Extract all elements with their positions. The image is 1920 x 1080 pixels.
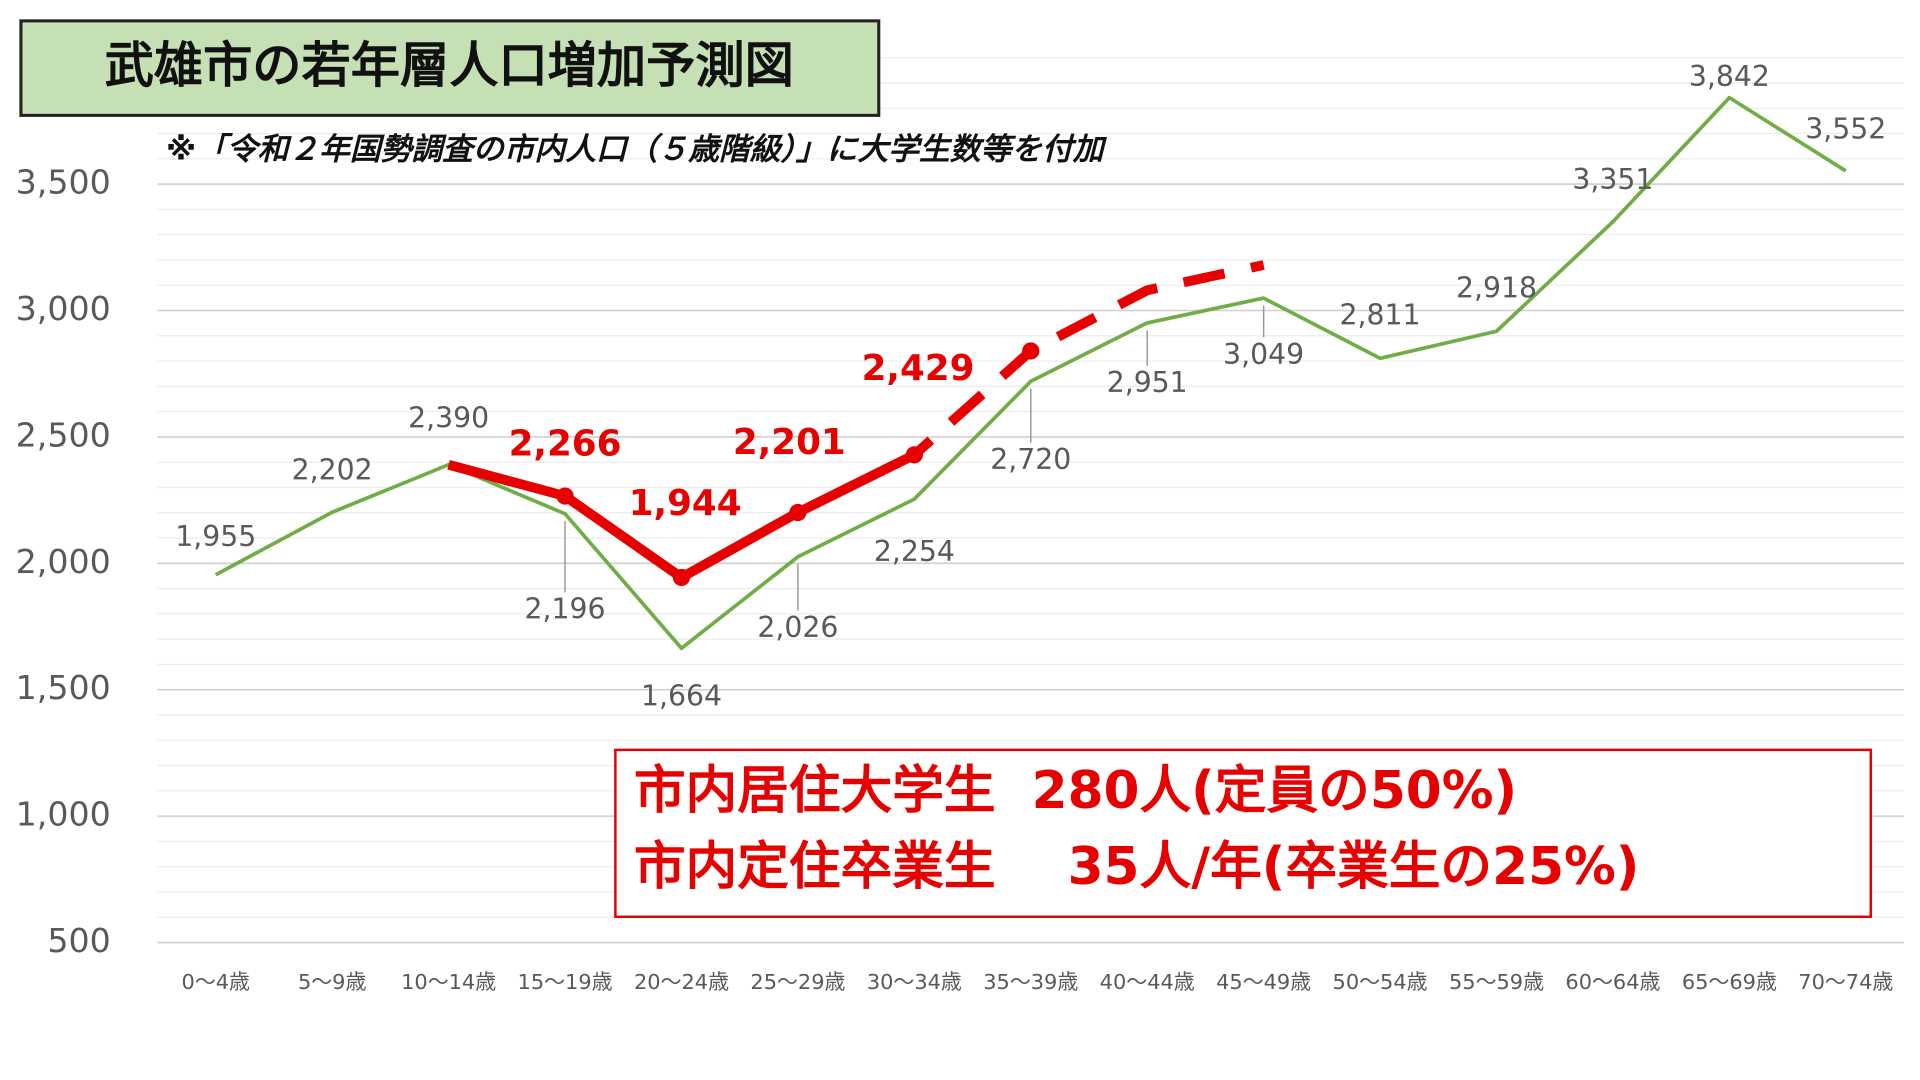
data-label: 2,951 — [1107, 366, 1188, 399]
data-label: 2,918 — [1456, 272, 1537, 305]
data-label: 2,202 — [292, 454, 373, 487]
x-tick-label: 40～44歳 — [1100, 970, 1195, 994]
point — [672, 568, 691, 587]
y-tick-label: 1,500 — [16, 668, 111, 707]
x-tick-label: 70～74歳 — [1798, 970, 1893, 994]
point — [1022, 342, 1040, 360]
x-tick-label: 60～64歳 — [1565, 970, 1660, 994]
data-label: 2,720 — [990, 443, 1071, 476]
data-label: 3,552 — [1805, 112, 1886, 145]
annotation-box — [614, 748, 1872, 918]
data-label: 1,944 — [629, 483, 742, 524]
line — [214, 95, 1847, 651]
data-label: 2,026 — [757, 611, 838, 644]
chart-title: 武雄市の若年層人口増加予測図 — [105, 36, 794, 94]
data-label: 2,196 — [525, 593, 606, 626]
y-tick-label: 2,000 — [16, 542, 111, 581]
data-label: 2,201 — [733, 422, 846, 463]
subtitle: ※「令和２年国勢調査の市内人口（５歳階級）」に大学生数等を付加 — [166, 131, 1108, 167]
x-tick-label: 55～59歳 — [1449, 970, 1544, 994]
annotation: 市内定住卒業生 35人/年(卒業生の25%) — [634, 837, 1640, 897]
data-label: 2,254 — [874, 535, 955, 568]
data-label: 1,664 — [641, 679, 722, 712]
data-label: 2,390 — [408, 401, 489, 434]
point — [556, 487, 574, 505]
y-tick-label: 3,500 — [16, 163, 111, 202]
title-box — [19, 19, 881, 117]
data-label: 2,811 — [1340, 299, 1421, 332]
data-label: 2,266 — [509, 424, 622, 465]
data-label: 3,351 — [1572, 163, 1653, 196]
x-tick-label: 35～39歳 — [983, 970, 1078, 994]
x-tick-label: 45～49歳 — [1216, 970, 1311, 994]
x-tick-label: 10～14歳 — [401, 970, 496, 994]
point — [905, 446, 923, 464]
x-tick-label: 25～29歳 — [750, 970, 845, 994]
data-label: 3,049 — [1223, 338, 1304, 371]
grid: 500 1,000 1,500 2,000 2,500 3,000 3,500 0～4歳 5～9… — [16, 57, 1904, 994]
x-tick-label: 5～9歳 — [298, 970, 367, 994]
x-tick-label: 50～54歳 — [1333, 970, 1428, 994]
y-tick-label: 500 — [47, 921, 110, 960]
dashed-line — [911, 260, 1265, 459]
annotation: 市内居住大学生 280人(定員の50%) — [634, 761, 1517, 821]
y-tick-label: 3,000 — [16, 289, 111, 328]
x-tick-label: 30～34歳 — [867, 970, 962, 994]
data-label: 1,955 — [175, 520, 256, 553]
data-label: 3,842 — [1689, 60, 1770, 93]
plot: 1,955 2,202 2,390 2,196 1,664 2,026 2,254 2,720… — [175, 60, 1886, 712]
data-label: 2,429 — [862, 348, 975, 389]
y-tick-label: 1,000 — [16, 795, 111, 834]
y-tick-label: 2,500 — [16, 415, 111, 454]
x-tick-label: 20～24歳 — [634, 970, 729, 994]
x-tick-label: 0～4歳 — [182, 970, 251, 994]
x-tick-label: 65～69歳 — [1682, 970, 1777, 994]
x-tick-label: 15～19歳 — [518, 970, 613, 994]
point — [789, 503, 807, 522]
